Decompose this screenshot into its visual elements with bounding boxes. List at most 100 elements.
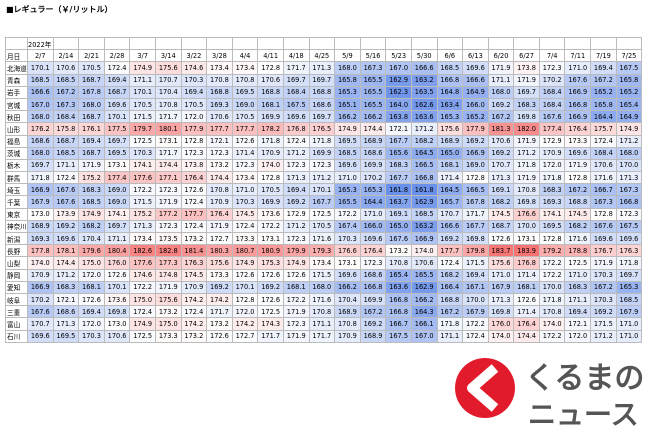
cell: 166.1 (410, 317, 438, 331)
cell: 171.9 (282, 305, 310, 319)
cell: 169.6 (103, 97, 131, 112)
row: 三重 167.6 168.6 169.4 169.8 172.4 173.2 172.4 171… (5, 305, 643, 319)
cell: 166.6 (27, 85, 54, 99)
cell: 長野 (5, 244, 28, 258)
cell: 169.7 (308, 110, 336, 124)
row: 宮城 167.0 167.3 168.0 169.6 170.5 170.8 170.5 169… (5, 97, 643, 112)
cell: 173.0 (103, 317, 131, 331)
cell: 171.0 (359, 207, 387, 221)
cell: 172.8 (590, 207, 617, 221)
cell (564, 36, 592, 51)
cell: 168.9 (359, 329, 387, 343)
cell: 172.3 (538, 61, 566, 75)
row: 埼玉 166.9 167.6 168.3 169.0 172.2 172.3 172.6 170… (5, 183, 643, 197)
cell: 173.1 (513, 231, 540, 246)
cell: 愛知 (5, 280, 28, 294)
cell: 172.4 (231, 219, 259, 234)
cell: 173.2 (206, 158, 233, 173)
cell: 169.8 (513, 110, 540, 124)
cell: 2/21 (78, 49, 105, 63)
cell: 174.1 (129, 158, 156, 173)
cell: 2/14 (52, 49, 80, 63)
cell: 166.7 (385, 317, 412, 331)
cell: 172.8 (257, 61, 284, 75)
cell: 170.3 (334, 231, 361, 246)
cell: 171.0 (231, 183, 259, 197)
cell: 164.3 (410, 305, 438, 319)
cell: 170.3 (231, 195, 259, 209)
cell: 173.1 (154, 134, 182, 148)
cell: 163.2 (410, 219, 438, 234)
cell: 175.6 (154, 61, 182, 75)
cell: 171.0 (615, 329, 643, 343)
cell: 171.3 (487, 171, 515, 185)
cell: 5/9 (334, 49, 361, 63)
cell: 165.3 (359, 183, 387, 197)
cell: 171.0 (334, 171, 361, 185)
cell: 2/28 (103, 49, 131, 63)
cell: 176.4 (206, 207, 233, 221)
cell: 174.2 (180, 317, 208, 331)
cell: 6/6 (436, 49, 464, 63)
cell: 168.5 (410, 207, 438, 221)
cell: 166.8 (359, 280, 387, 294)
cell: 宮城 (5, 97, 28, 112)
cell: 176.6 (334, 244, 361, 258)
cell: 172.3 (282, 158, 310, 173)
cell: 166.9 (462, 146, 489, 160)
cell: 174.1 (538, 207, 566, 221)
cell: 165.8 (334, 73, 361, 87)
cell: 174.6 (129, 268, 156, 282)
cell: 168.8 (436, 292, 464, 307)
cell: 172.4 (180, 305, 208, 319)
cell: 168.1 (513, 280, 540, 294)
cell: 170.2 (27, 292, 54, 307)
cell: 169.3 (538, 195, 566, 209)
cell: 174.5 (564, 207, 592, 221)
cell: 170.9 (180, 280, 208, 294)
cell (308, 36, 336, 51)
cell: 166.8 (564, 97, 592, 112)
cell: 171.9 (564, 158, 592, 173)
cell: 170.7 (487, 158, 515, 173)
cell: 174.2 (180, 292, 208, 307)
cell: 164.0 (385, 97, 412, 112)
cell (257, 36, 284, 51)
cell: 4/25 (308, 49, 336, 63)
cell: 170.5 (180, 97, 208, 112)
cell: 172.7 (206, 231, 233, 246)
cell: 169.6 (615, 231, 643, 246)
cell: 167.7 (385, 171, 412, 185)
row: 富山 170.7 171.3 172.0 173.0 174.9 175.0 174.2 173… (5, 317, 643, 331)
cell: 173.8 (180, 158, 208, 173)
cell: 170.1 (129, 85, 156, 99)
cell (206, 36, 233, 51)
cell: 3/22 (180, 49, 208, 63)
cell: 176.4 (180, 171, 208, 185)
cell: 173.9 (52, 207, 80, 221)
cell: 174.9 (129, 317, 156, 331)
cell: 169.7 (27, 158, 54, 173)
cell: 新潟 (5, 231, 28, 246)
cell: 171.9 (206, 219, 233, 234)
cell: 175.6 (487, 256, 515, 270)
cell: 169.0 (103, 195, 131, 209)
cell: 166.5 (410, 158, 438, 173)
logo: くるまの ニュース (455, 358, 644, 431)
cell: 167.5 (615, 61, 643, 75)
row: 栃木 169.7 171.1 171.9 173.1 174.1 174.4 173.8 173… (5, 158, 643, 173)
cell: 4/4 (231, 49, 259, 63)
cell: 169.0 (103, 183, 131, 197)
cell: 165.3 (334, 183, 361, 197)
cell: 172.5 (308, 207, 336, 221)
cell: 170.5 (231, 110, 259, 124)
cell: 171.9 (590, 256, 617, 270)
cell: 174.0 (487, 329, 515, 343)
cell: 168.8 (257, 85, 284, 99)
cell: 169.2 (282, 195, 310, 209)
cell: 171.9 (513, 73, 540, 87)
cell: 168.4 (538, 97, 566, 112)
cell: 171.2 (410, 122, 438, 136)
cell: 2/7 (27, 49, 54, 63)
cell: 171.4 (513, 268, 540, 282)
